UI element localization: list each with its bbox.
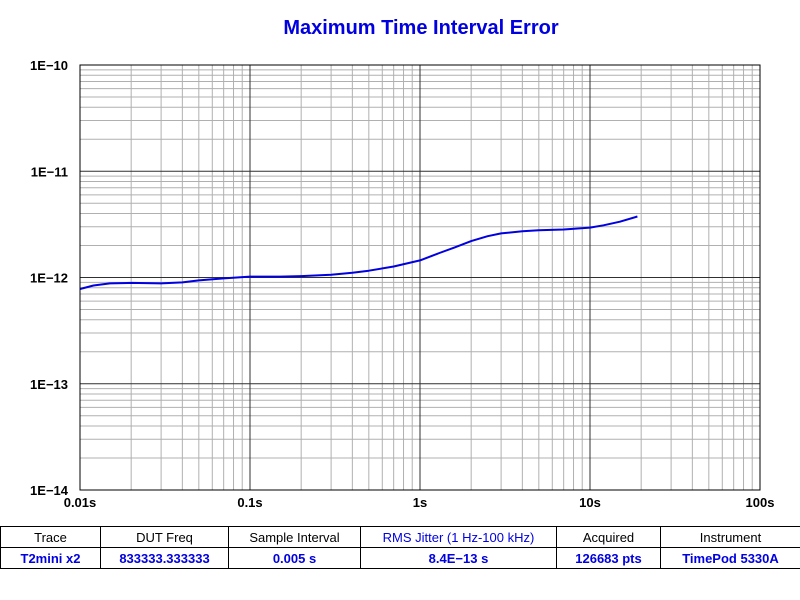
x-tick-label: 0.01s bbox=[64, 495, 97, 510]
y-tick-label: 1E−14 bbox=[30, 483, 69, 498]
plot-frame bbox=[79, 64, 761, 491]
header-sample-interval: Sample Interval bbox=[228, 526, 361, 548]
info-table-value-row: T2mini x2 833333.333333 0.005 s 8.4E−13 … bbox=[0, 547, 800, 569]
value-acquired: 126683 pts bbox=[556, 547, 661, 569]
series-line bbox=[79, 215, 638, 290]
tick-labels: 0.01s 0.1s 1s 10s 100s 1E−10 1E−11 1E−12 1E−13 1E… bbox=[30, 58, 774, 510]
value-instrument: TimePod 5330A bbox=[660, 547, 800, 569]
header-instrument: Instrument bbox=[660, 526, 800, 548]
info-table-header-row: Trace DUT Freq Sample Interval RMS Jitte… bbox=[0, 526, 800, 548]
y-tick-label: 1E−13 bbox=[30, 377, 68, 392]
value-dut-freq: 833333.333333 bbox=[100, 547, 229, 569]
y-tick-label: 1E−11 bbox=[31, 164, 68, 179]
header-acquired: Acquired bbox=[556, 526, 661, 548]
header-rms-jitter: RMS Jitter (1 Hz-100 kHz) bbox=[360, 526, 557, 548]
info-table: Trace DUT Freq Sample Interval RMS Jitte… bbox=[0, 526, 800, 569]
series-layer bbox=[79, 215, 638, 290]
chart-title: Maximum Time Interval Error bbox=[283, 17, 559, 39]
mtie-plot: 0.01s 0.1s 1s 10s 100s 1E−10 1E−11 1E−12 1E−13 1E… bbox=[30, 58, 774, 510]
y-tick-label: 1E−12 bbox=[30, 271, 68, 286]
value-trace: T2mini x2 bbox=[0, 547, 101, 569]
header-dut-freq: DUT Freq bbox=[100, 526, 229, 548]
x-tick-label: 0.1s bbox=[237, 495, 262, 510]
x-tick-label: 10s bbox=[579, 495, 601, 510]
value-rms-jitter: 8.4E−13 s bbox=[360, 547, 557, 569]
y-tick-label: 1E−10 bbox=[30, 58, 68, 73]
x-tick-label: 100s bbox=[746, 495, 775, 510]
value-sample-interval: 0.005 s bbox=[228, 547, 361, 569]
header-trace: Trace bbox=[0, 526, 101, 548]
x-tick-label: 1s bbox=[413, 495, 427, 510]
